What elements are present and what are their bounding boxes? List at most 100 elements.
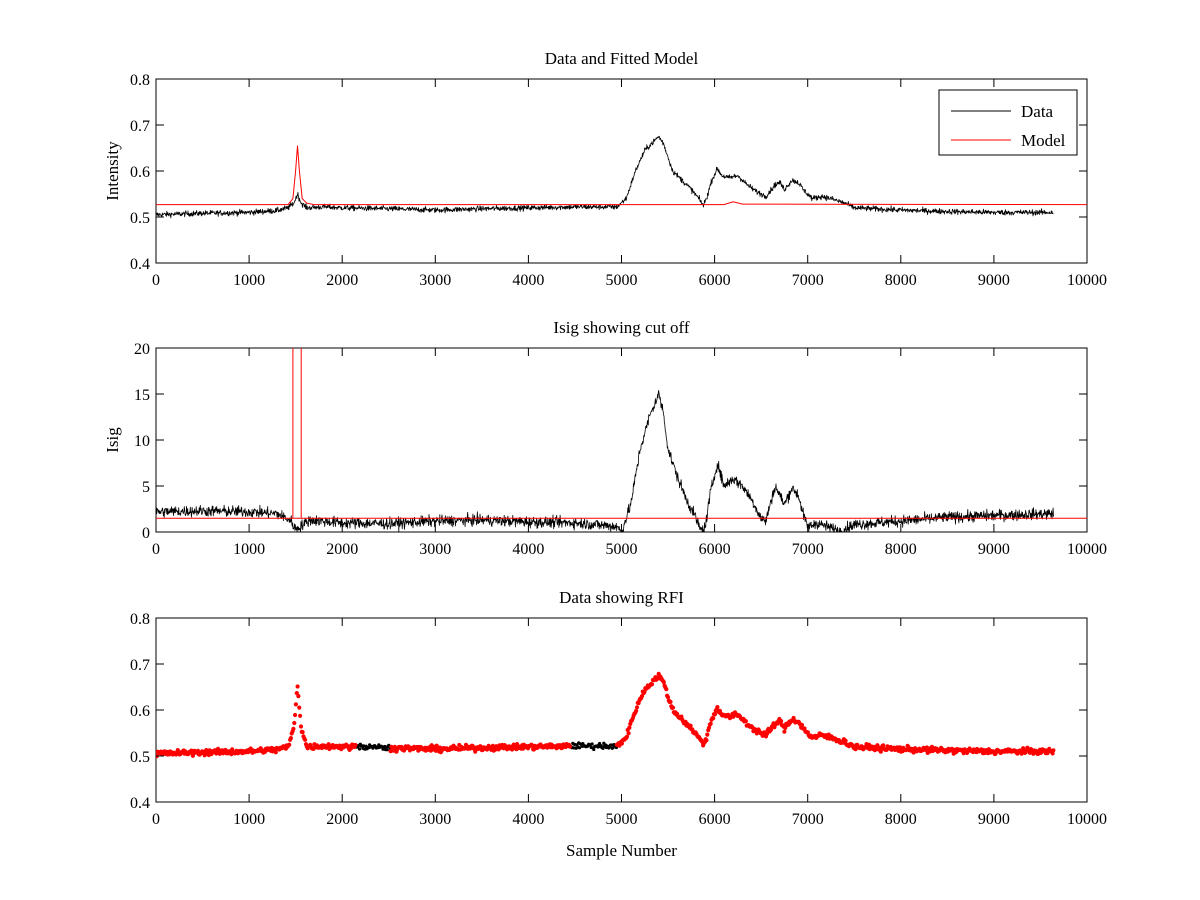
x-tick-label: 0 — [152, 272, 160, 289]
data-point — [712, 712, 718, 717]
data-point — [567, 744, 573, 749]
chart-title: Data showing RFI — [559, 588, 684, 607]
chart-title: Isig showing cut off — [553, 318, 689, 337]
data-point — [1051, 748, 1056, 753]
data-point — [434, 743, 439, 748]
data-point — [590, 742, 594, 746]
data-point — [293, 702, 298, 707]
y-tick-label: 5 — [142, 479, 150, 496]
y-tick-label: 0.6 — [130, 703, 150, 720]
data-point — [385, 748, 389, 752]
data-point — [293, 712, 298, 718]
data-point — [743, 719, 749, 724]
data-point — [708, 721, 713, 726]
y-axis-label: Intensity — [103, 141, 122, 201]
x-tick-label: 6000 — [699, 811, 731, 828]
data-point — [664, 687, 669, 692]
series-data — [156, 135, 1054, 219]
data-point — [619, 741, 625, 746]
series-line — [156, 145, 1087, 206]
data-point — [715, 705, 720, 710]
y-tick-label: 15 — [134, 387, 150, 404]
x-tick-label: 4000 — [512, 272, 544, 289]
data-point — [705, 732, 710, 737]
data-point — [230, 747, 235, 752]
data-point — [572, 742, 577, 747]
data-point — [295, 684, 300, 689]
x-tick-label: 10000 — [1067, 541, 1107, 558]
x-tick-label: 8000 — [885, 541, 917, 558]
data-point — [782, 729, 787, 734]
data-point — [624, 734, 630, 740]
data-point — [711, 716, 716, 721]
x-tick-label: 4000 — [512, 811, 544, 828]
x-tick-label: 0 — [152, 541, 160, 558]
series-line — [156, 348, 1087, 519]
data-point — [779, 719, 784, 724]
data-point — [303, 737, 308, 742]
data-point — [626, 731, 631, 736]
legend: Data Model — [938, 89, 1078, 156]
x-tick-label: 0 — [152, 811, 160, 828]
y-tick-label: 0.6 — [130, 164, 150, 181]
data-point — [287, 742, 292, 747]
x-axis-label: Sample Number — [566, 841, 677, 860]
y-tick-label: 20 — [134, 341, 150, 358]
data-point — [297, 705, 302, 710]
x-tick-label: 8000 — [885, 811, 917, 828]
data-point — [288, 736, 293, 741]
data-point — [668, 699, 673, 705]
y-tick-label: 0.8 — [130, 611, 150, 628]
y-tick-label: 0.5 — [130, 210, 150, 227]
data-point — [353, 742, 358, 748]
data-point — [704, 738, 709, 743]
data-point — [195, 748, 200, 754]
x-tick-label: 3000 — [419, 272, 451, 289]
panel-1: 0 1000 2000 3000 4000 5000 6000 7000 8000 9000 100… — [103, 49, 1107, 289]
x-tick-label: 2000 — [326, 811, 358, 828]
data-point — [592, 747, 596, 752]
y-tick-label: 0.7 — [130, 657, 150, 674]
panel-2: 0 1000 2000 3000 4000 5000 6000 7000 8000 9000 100… — [103, 318, 1107, 558]
x-tick-label: 5000 — [606, 541, 638, 558]
data-point — [577, 746, 582, 750]
legend-label: Data — [1021, 102, 1054, 121]
series-cut-off — [156, 348, 1087, 519]
data-point — [627, 725, 632, 730]
data-point — [357, 747, 362, 751]
data-point — [688, 723, 693, 728]
x-tick-label: 1000 — [233, 541, 265, 558]
data-point — [843, 738, 848, 743]
x-tick-label: 7000 — [792, 541, 824, 558]
legend-box — [938, 89, 1078, 156]
legend-label: Model — [1021, 131, 1066, 150]
data-point — [292, 720, 297, 726]
x-tick-label: 7000 — [792, 811, 824, 828]
data-point — [300, 730, 305, 735]
y-tick-label: 0.4 — [130, 795, 150, 812]
data-point — [298, 713, 303, 718]
x-tick-label: 9000 — [978, 541, 1010, 558]
y-tick-label: 0.4 — [130, 256, 150, 273]
y-tick-label: 0.7 — [130, 118, 150, 135]
x-tick-label: 2000 — [326, 272, 358, 289]
data-point — [634, 708, 639, 714]
data-point — [298, 724, 304, 729]
y-tick-label: 0.8 — [130, 72, 150, 89]
x-tick-label: 9000 — [978, 811, 1010, 828]
x-tick-label: 1000 — [233, 272, 265, 289]
chart-title: Data and Fitted Model — [545, 49, 699, 68]
x-tick-label: 5000 — [606, 811, 638, 828]
data-point — [665, 695, 671, 700]
x-tick-label: 6000 — [699, 541, 731, 558]
data-point — [706, 725, 712, 730]
data-point — [609, 743, 614, 747]
axes-box — [155, 347, 1088, 533]
x-tick-label: 2000 — [326, 541, 358, 558]
data-point — [799, 722, 805, 728]
x-tick-label: 3000 — [419, 811, 451, 828]
data-point — [906, 744, 911, 750]
x-tick-label: 4000 — [512, 541, 544, 558]
data-point — [661, 680, 666, 685]
